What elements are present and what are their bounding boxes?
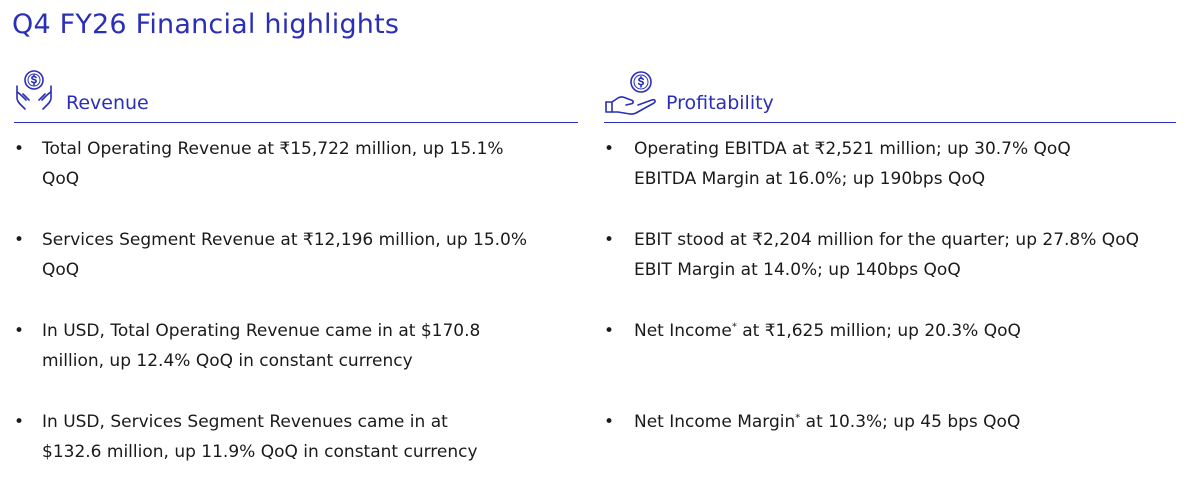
list-item: • Services Segment Revenue at ₹12,196 mi… — [14, 225, 527, 285]
bullet-icon: • — [604, 321, 615, 341]
bullet-icon: • — [14, 230, 25, 250]
list-item: • Net Income Margin* at 10.3%; up 45 bps… — [604, 407, 1020, 437]
profitability-section: Profitability • Operating EBITDA at ₹2,5… — [604, 62, 1176, 432]
page-title: Q4 FY26 Financial highlights — [12, 9, 400, 40]
footnote-marker: * — [795, 412, 801, 424]
footnote-marker: * — [731, 321, 737, 333]
money-hands-icon — [14, 68, 54, 116]
list-item: • Net Income* at ₹1,625 million; up 20.3… — [604, 316, 1021, 346]
bullet-icon: • — [14, 321, 25, 341]
bullet-icon: • — [14, 139, 25, 159]
revenue-section: Revenue • Total Operating Revenue at ₹15… — [14, 62, 578, 462]
revenue-heading: Revenue — [66, 92, 149, 114]
list-item: • Operating EBITDA at ₹2,521 million; up… — [604, 134, 1071, 194]
list-item: • EBIT stood at ₹2,204 million for the q… — [604, 225, 1139, 285]
profitability-heading: Profitability — [666, 92, 774, 114]
hand-coin-icon — [604, 68, 660, 122]
bullet-icon: • — [604, 412, 615, 432]
revenue-header: Revenue — [14, 62, 578, 123]
profitability-header: Profitability — [604, 62, 1176, 123]
bullet-icon: • — [604, 139, 615, 159]
list-item: • In USD, Services Segment Revenues came… — [14, 407, 478, 467]
list-item: • Total Operating Revenue at ₹15,722 mil… — [14, 134, 504, 194]
bullet-icon: • — [14, 412, 25, 432]
list-item: • In USD, Total Operating Revenue came i… — [14, 316, 480, 376]
bullet-icon: • — [604, 230, 615, 250]
